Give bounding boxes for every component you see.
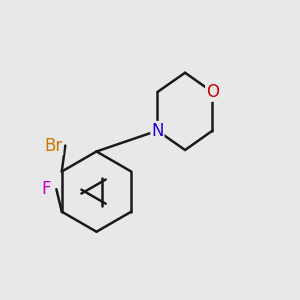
Text: O: O (206, 83, 219, 101)
Text: F: F (41, 180, 51, 198)
Text: Br: Br (44, 136, 62, 154)
Text: N: N (151, 122, 164, 140)
